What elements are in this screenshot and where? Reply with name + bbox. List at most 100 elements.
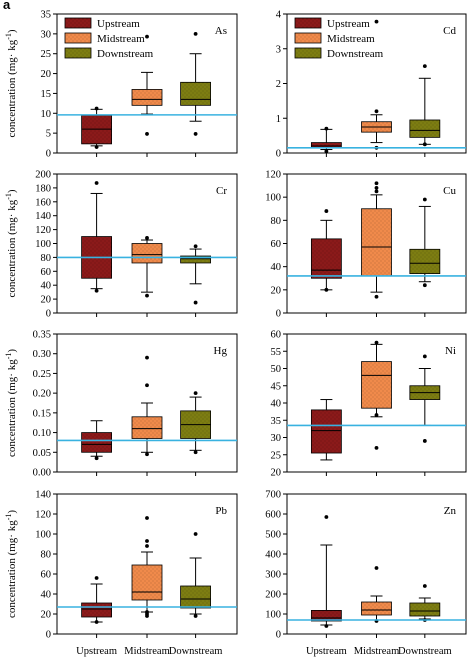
outlier-point [324,624,329,628]
iqr-box-texture [180,586,211,608]
y-tick-label: 20 [41,295,52,306]
panel-cd: 0 1 2 3 4 Cd Upstream Midstream Downstream [276,10,467,160]
box-upstream [310,515,342,628]
y-tick-label: 80 [41,550,52,561]
x-tick-label: Midstream [354,646,400,657]
iqr-box-texture [180,82,211,106]
y-tick-label: 20 [271,285,282,296]
y-tick-label: 80 [41,253,52,264]
element-label: Pb [215,505,227,517]
y-tick-label: 30 [271,433,282,444]
y-tick-label: 120 [265,170,281,181]
box-midstream [131,34,163,136]
y-tick-label: 0 [46,630,51,641]
y-axis-label: concentration (mg· kg-1) [4,189,19,297]
outlier-point [324,149,329,154]
legend-swatch-texture [65,48,91,58]
iqr-box-texture [409,249,440,274]
box-midstream [131,236,163,298]
iqr-box-texture [361,602,392,615]
outlier-point [145,544,149,548]
outlier-point [145,236,149,240]
y-tick-label: 35 [41,10,52,21]
outlier-point [94,620,99,624]
y-tick-label: 0 [46,149,51,160]
y-tick-label: 140 [35,490,51,501]
legend: Upstream Midstream Downstream [294,17,384,60]
iqr-box-texture [311,610,342,621]
outlier-point [374,189,379,194]
box-midstream [361,19,392,150]
legend-label: Downstream [327,48,384,60]
box-downstream [180,532,212,618]
legend-swatch-texture [295,48,321,58]
outlier-point [94,106,99,111]
outlier-point [422,283,427,288]
y-tick-label: 100 [265,610,281,621]
iqr-box-texture [180,256,211,263]
y-tick-label: 10 [41,109,52,120]
iqr-box-texture [311,409,342,454]
iqr-box-texture [81,603,112,617]
iqr-box-texture [311,238,342,279]
y-tick-label: 60 [271,330,282,341]
outlier-point [374,19,379,24]
panel-as: 0 5 10 15 20 25 30 35 As Upstream Midstream Downstr… [41,10,238,160]
legend-label: Midstream [327,33,375,45]
panel-pb: 0 20 40 60 80 100 120 140 Pb [35,490,238,641]
y-tick-label: 100 [35,239,51,250]
y-tick-label: 200 [35,170,51,181]
panel-cu: 0 20 40 60 80 100 120 Cu [265,170,467,320]
iqr-box-texture [361,208,392,276]
outlier-point [193,391,198,396]
iqr-box-texture [132,565,162,600]
y-tick-label: 140 [35,211,51,222]
y-tick-label: 120 [35,510,51,521]
panel-zn: 0 100 200 300 400 500 600 700 Zn [265,490,467,641]
outlier-point [145,355,149,360]
box-downstream [409,354,441,443]
y-tick-label: 55 [271,347,282,358]
y-tick-label: 20 [41,610,52,621]
y-tick-label: 0.15 [33,408,51,419]
box-midstream [131,516,163,618]
box-midstream [361,181,392,299]
outlier-point [422,64,427,69]
y-tick-label: 160 [35,197,51,208]
element-label: Cd [443,25,456,37]
box-downstream [180,31,212,136]
legend-label: Downstream [97,48,154,60]
y-tick-label: 40 [41,281,52,292]
y-tick-label: 20 [41,69,52,80]
y-tick-label: 0 [276,630,281,641]
panel-cr: 0 20 40 60 80 100 120 140 160 180 200 Cr [35,170,238,320]
outlier-point [374,181,379,186]
y-tick-label: 0.00 [33,468,51,479]
outlier-point [374,294,379,299]
outlier-point [145,132,149,136]
y-tick-label: 300 [265,570,281,581]
iqr-box-texture [132,89,162,106]
outlier-point [145,516,149,520]
box-upstream [81,420,112,461]
legend-swatch-texture [65,33,91,43]
outlier-point [374,413,379,417]
y-tick-label: 0 [276,149,281,160]
outlier-point [94,288,99,293]
y-tick-label: 2 [276,79,281,90]
x-tick-label: Upstream [306,646,347,657]
legend-label: Midstream [97,33,145,45]
y-tick-label: 60 [41,570,52,581]
legend: Upstream Midstream Downstream [64,17,154,60]
box-upstream [310,209,342,292]
y-tick-label: 0.05 [33,448,51,459]
box-midstream [131,355,163,457]
y-tick-label: 100 [35,530,51,541]
outlier-point [193,31,198,36]
outlier-point [422,142,427,147]
y-tick-label: 0.35 [33,330,51,341]
y-tick-label: 20 [271,468,282,479]
y-tick-label: 60 [271,239,282,250]
outlier-point [193,132,198,136]
y-tick-label: 40 [41,590,52,601]
